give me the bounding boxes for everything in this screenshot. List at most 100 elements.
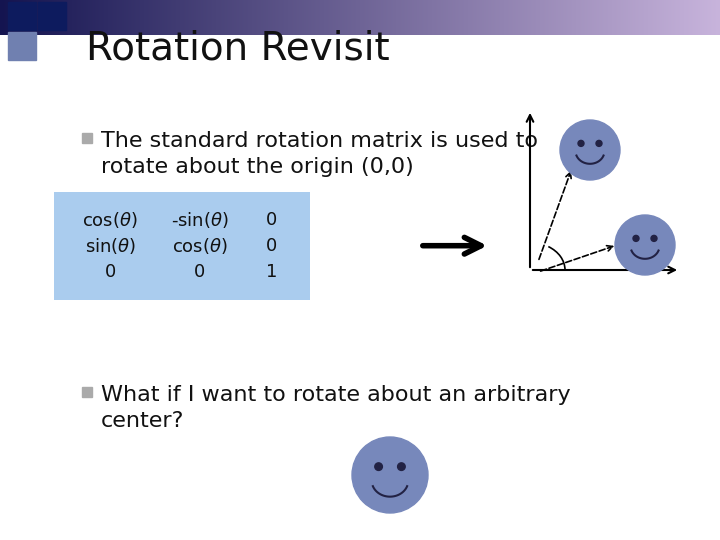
Bar: [467, 0, 468, 35]
Bar: [548, 0, 549, 35]
Bar: [303, 0, 304, 35]
Bar: [38, 0, 39, 35]
Bar: [587, 0, 588, 35]
Bar: [286, 0, 287, 35]
Bar: [198, 0, 199, 35]
Bar: [99, 0, 100, 35]
Bar: [455, 0, 456, 35]
Bar: [54, 0, 55, 35]
Bar: [409, 0, 410, 35]
Bar: [186, 0, 187, 35]
Bar: [248, 0, 249, 35]
Bar: [147, 0, 148, 35]
Bar: [56, 0, 57, 35]
Bar: [312, 0, 313, 35]
Bar: [408, 0, 409, 35]
Bar: [616, 0, 617, 35]
Bar: [152, 0, 153, 35]
Bar: [70, 0, 71, 35]
Bar: [430, 0, 431, 35]
Bar: [49, 0, 50, 35]
Bar: [241, 0, 242, 35]
Bar: [471, 0, 472, 35]
Bar: [563, 0, 564, 35]
Bar: [108, 0, 109, 35]
Bar: [237, 0, 238, 35]
Bar: [361, 0, 362, 35]
Bar: [421, 0, 422, 35]
Bar: [266, 0, 267, 35]
Bar: [141, 0, 142, 35]
Bar: [520, 0, 521, 35]
Bar: [713, 0, 714, 35]
Bar: [593, 0, 594, 35]
Bar: [521, 0, 522, 35]
Bar: [549, 0, 550, 35]
Bar: [540, 0, 541, 35]
Bar: [328, 0, 329, 35]
Bar: [156, 0, 157, 35]
Bar: [90, 0, 91, 35]
Bar: [8, 32, 36, 60]
Bar: [554, 0, 555, 35]
Bar: [532, 0, 533, 35]
Bar: [277, 0, 278, 35]
Bar: [435, 0, 436, 35]
Bar: [327, 0, 328, 35]
Bar: [633, 0, 634, 35]
Bar: [659, 0, 660, 35]
Bar: [630, 0, 631, 35]
Bar: [585, 0, 586, 35]
Text: rotate about the origin (0,0): rotate about the origin (0,0): [101, 157, 413, 177]
Bar: [680, 0, 681, 35]
Bar: [693, 0, 694, 35]
Bar: [445, 0, 446, 35]
Bar: [456, 0, 457, 35]
Bar: [652, 0, 653, 35]
Bar: [175, 0, 176, 35]
Bar: [451, 0, 452, 35]
Bar: [174, 0, 175, 35]
Bar: [170, 0, 171, 35]
Bar: [16, 0, 17, 35]
Bar: [347, 0, 348, 35]
Bar: [117, 0, 118, 35]
Bar: [8, 2, 36, 30]
Bar: [308, 0, 309, 35]
Text: 0: 0: [194, 262, 205, 281]
Bar: [422, 0, 423, 35]
Bar: [437, 0, 438, 35]
Bar: [111, 0, 112, 35]
Bar: [269, 0, 270, 35]
Bar: [560, 0, 561, 35]
Bar: [583, 0, 584, 35]
Bar: [359, 0, 360, 35]
Bar: [584, 0, 585, 35]
Bar: [597, 0, 598, 35]
Bar: [719, 0, 720, 35]
Bar: [665, 0, 666, 35]
Bar: [519, 0, 520, 35]
Bar: [119, 0, 120, 35]
Bar: [98, 0, 99, 35]
Bar: [501, 0, 502, 35]
Bar: [700, 0, 701, 35]
Bar: [235, 0, 236, 35]
Bar: [407, 0, 408, 35]
Bar: [221, 0, 222, 35]
Bar: [38, 2, 66, 30]
Bar: [386, 0, 387, 35]
Bar: [242, 0, 243, 35]
Bar: [683, 0, 684, 35]
Bar: [107, 0, 108, 35]
Bar: [54, 192, 310, 300]
Bar: [268, 0, 269, 35]
Bar: [579, 0, 580, 35]
Bar: [480, 0, 481, 35]
Bar: [222, 0, 223, 35]
Bar: [345, 0, 346, 35]
Bar: [636, 0, 637, 35]
Circle shape: [596, 140, 602, 146]
Bar: [695, 0, 696, 35]
Bar: [569, 0, 570, 35]
